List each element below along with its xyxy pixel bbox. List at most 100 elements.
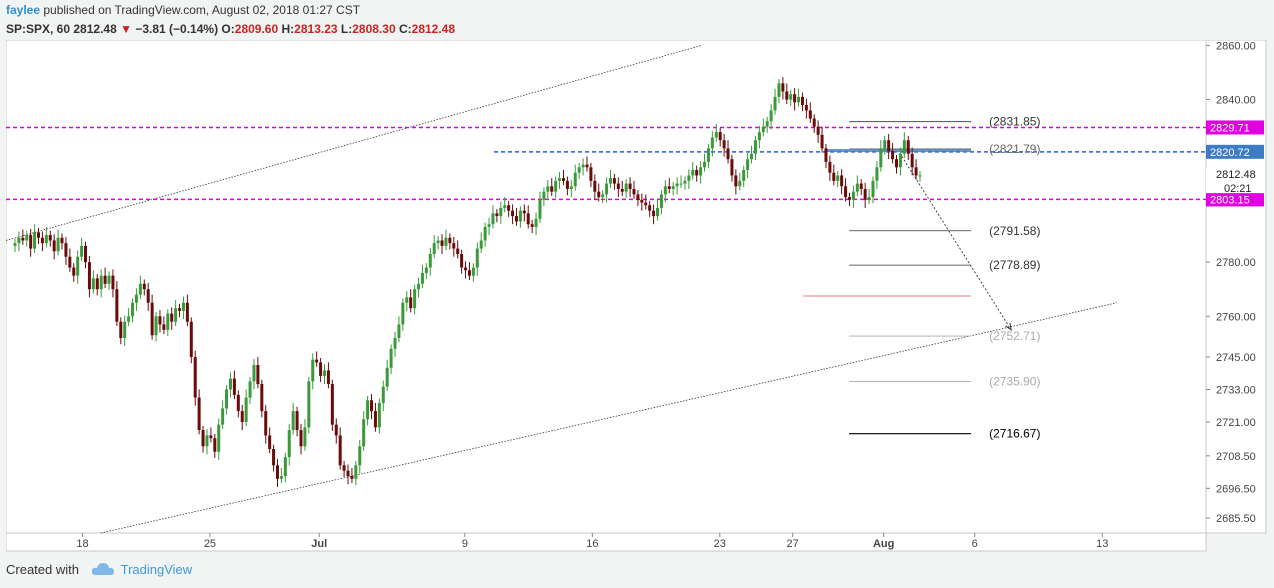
- candle-body: [785, 91, 789, 100]
- candle-body: [409, 297, 413, 309]
- candle-body: [898, 153, 902, 168]
- candle-body: [107, 275, 111, 284]
- candle-body: [311, 359, 315, 382]
- candle-body: [820, 134, 824, 149]
- candle-body: [699, 167, 703, 176]
- candle-body: [84, 245, 88, 263]
- candle-body: [323, 370, 327, 376]
- symbol-label: SP:SPX, 60: [6, 22, 71, 36]
- candle-body: [710, 137, 714, 149]
- candle-body: [840, 175, 844, 187]
- candle-body: [761, 126, 765, 133]
- countdown-label: 02:21: [1224, 183, 1252, 195]
- y-tick-label: 2708.50: [1216, 451, 1256, 463]
- y-tick-label: 2745.00: [1216, 352, 1256, 364]
- candle-body: [683, 180, 687, 184]
- candle-body: [706, 148, 710, 162]
- candle-body: [746, 159, 750, 171]
- candle-body: [103, 275, 107, 284]
- fib-level-label: (2752.71): [989, 329, 1040, 343]
- candle-body: [170, 313, 174, 322]
- candle-body: [338, 435, 342, 466]
- candle-body: [244, 397, 248, 422]
- candle-body: [221, 408, 225, 425]
- candle-body: [608, 178, 612, 184]
- candle-body: [123, 321, 127, 338]
- candle-body: [526, 213, 530, 225]
- channel-upper-line: [5, 45, 702, 241]
- candle-body: [691, 170, 695, 176]
- candle-body: [150, 302, 154, 336]
- candle-body: [812, 118, 816, 127]
- candle-body: [37, 232, 41, 238]
- candle-body: [565, 180, 569, 189]
- candle-body: [730, 159, 734, 176]
- candle-body: [303, 427, 307, 447]
- fib-level-label: (2716.67): [989, 427, 1040, 441]
- candle-body: [467, 270, 471, 276]
- tradingview-cloud-icon[interactable]: [91, 562, 115, 579]
- candle-body: [491, 213, 495, 225]
- candle-body: [99, 275, 103, 290]
- candle-body: [479, 240, 483, 249]
- candle-body: [452, 243, 456, 249]
- last-price-label: 2812.48: [1216, 169, 1256, 181]
- candle-body: [142, 283, 146, 290]
- candle-body: [624, 183, 628, 192]
- candle-body: [824, 148, 828, 162]
- candle-body: [648, 205, 652, 211]
- price-chart[interactable]: 2685.50 2696.50 2708.50 2721.00 2733.00 2745.…: [5, 39, 1272, 552]
- range-box: [827, 149, 972, 153]
- price-level-tag: [1206, 120, 1264, 135]
- fib-level-label: (2821.79): [989, 142, 1040, 156]
- y-tick-label: 2860.00: [1216, 40, 1256, 52]
- candle-body: [887, 140, 891, 152]
- candle-body: [76, 256, 80, 276]
- candle-body: [518, 210, 522, 222]
- candle-body: [808, 110, 812, 119]
- candle-body: [734, 175, 738, 187]
- candle-body: [499, 207, 503, 217]
- candle-body: [902, 140, 906, 154]
- candle-body: [593, 180, 597, 192]
- high-value: 2813.23: [294, 22, 338, 36]
- candle-body: [546, 186, 550, 192]
- candle-body: [612, 178, 616, 184]
- candle-body: [867, 197, 871, 200]
- tradingview-brand[interactable]: TradingView: [120, 562, 193, 577]
- candle-body: [781, 83, 785, 92]
- candle-body: [362, 419, 366, 447]
- candle-body: [40, 237, 44, 244]
- candle-body: [64, 243, 68, 257]
- candle-body: [628, 183, 632, 189]
- candle-body: [29, 235, 33, 249]
- candle-body: [56, 237, 60, 252]
- candle-body: [21, 237, 25, 241]
- candle-body: [863, 188, 867, 200]
- candle-body: [385, 367, 389, 387]
- candle-body: [891, 151, 895, 160]
- candle-body: [217, 424, 221, 452]
- candle-body: [205, 435, 209, 447]
- candle-body: [636, 194, 640, 200]
- candle-body: [154, 316, 158, 336]
- author-name[interactable]: faylee: [6, 3, 41, 17]
- x-tick-label: 25: [204, 538, 216, 550]
- publish-info: published on TradingView.com, August 02,…: [40, 3, 361, 17]
- candle-body: [750, 153, 754, 160]
- candle-body: [879, 148, 883, 168]
- candle-body: [495, 213, 499, 217]
- candle-body: [797, 96, 801, 103]
- y-tick-label: 2696.50: [1216, 483, 1256, 495]
- candle-body: [569, 186, 573, 189]
- candle-body: [906, 140, 910, 154]
- candle-body: [240, 411, 244, 422]
- candle-body: [291, 411, 295, 431]
- candle-body: [366, 400, 370, 420]
- candle-body: [659, 194, 663, 208]
- candle-body: [773, 96, 777, 111]
- chart-area[interactable]: 2685.50 2696.50 2708.50 2721.00 2733.00 2745.…: [5, 39, 1272, 552]
- candle-body: [554, 180, 558, 192]
- candle-body: [471, 267, 475, 276]
- y-tick-label: 2840.00: [1216, 95, 1256, 107]
